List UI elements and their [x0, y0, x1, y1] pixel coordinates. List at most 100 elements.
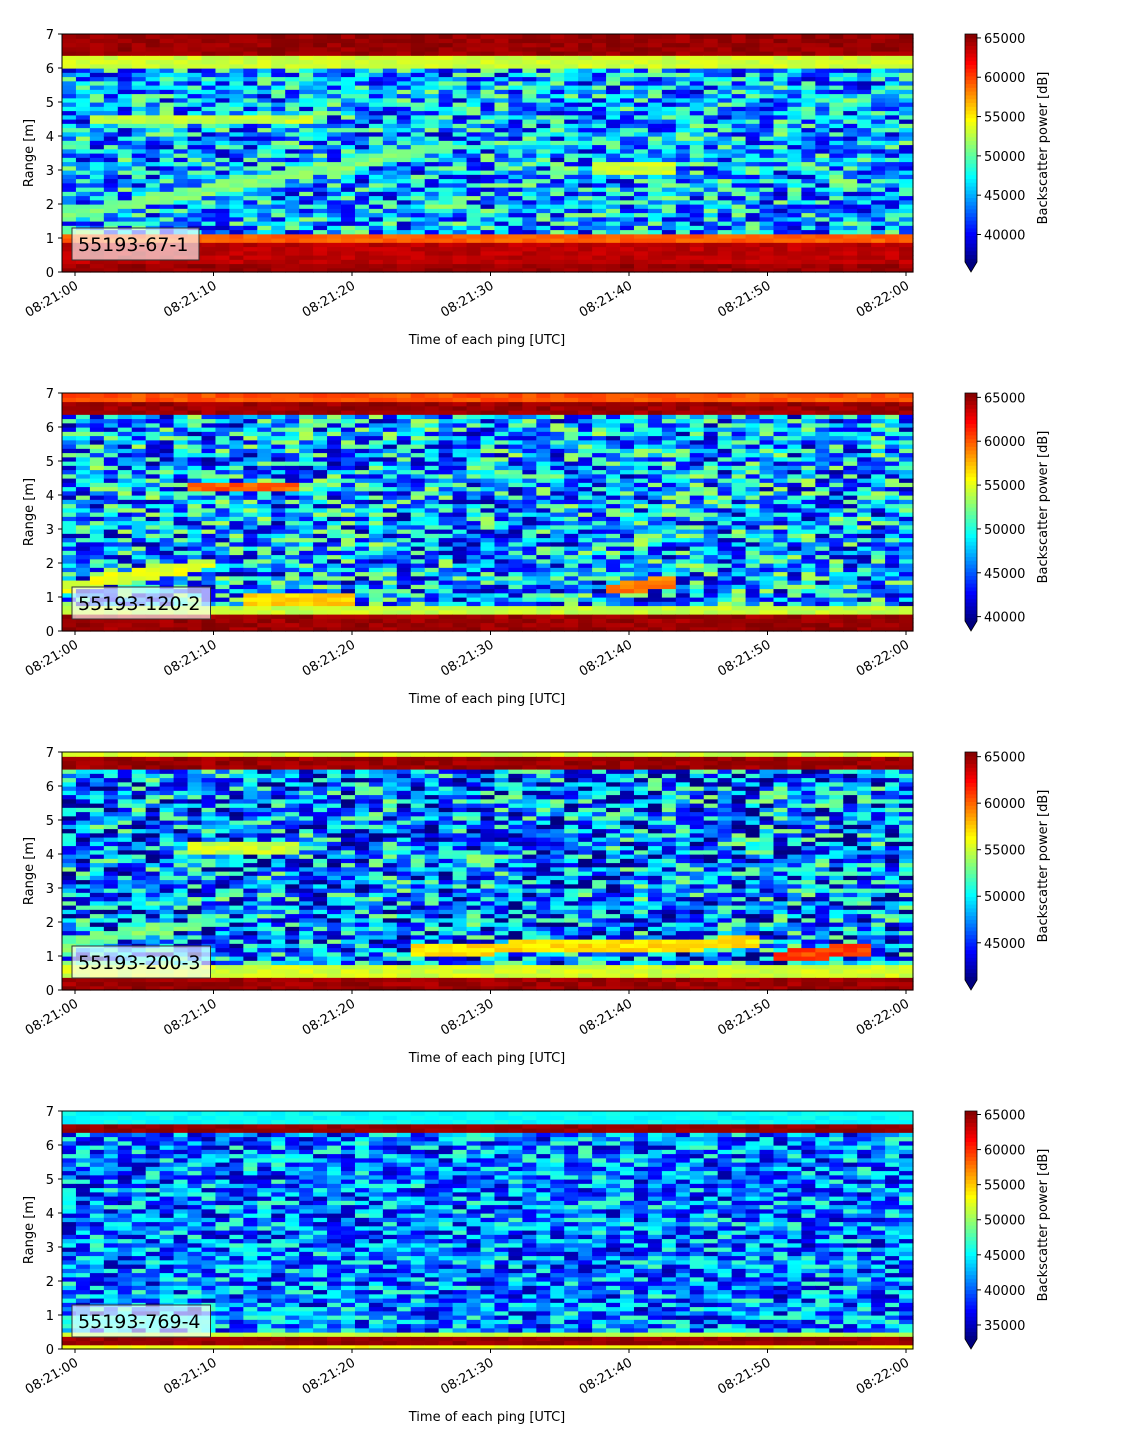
heatmap-cell — [285, 444, 300, 449]
heatmap-cell — [271, 68, 286, 73]
heatmap-cell — [145, 478, 161, 483]
heatmap-cell — [257, 123, 272, 129]
heatmap-cell — [410, 250, 426, 256]
heatmap-cell — [661, 89, 677, 95]
heatmap-cell — [341, 529, 356, 534]
heatmap-cell — [773, 59, 789, 65]
heatmap-cell — [368, 448, 384, 454]
heatmap-cell — [215, 461, 231, 466]
heatmap-cell — [75, 546, 91, 551]
heatmap-cell — [229, 554, 244, 560]
heatmap-cell — [899, 55, 914, 61]
heatmap-cell — [117, 507, 133, 513]
heatmap-cell — [299, 520, 314, 526]
heatmap-cell — [173, 618, 189, 624]
heatmap-cell — [229, 495, 244, 500]
heatmap-cell — [201, 520, 217, 526]
heatmap-cell — [368, 165, 384, 171]
heatmap-cell — [257, 114, 272, 120]
heatmap-cell — [229, 93, 244, 99]
heatmap-cell — [103, 622, 119, 628]
heatmap-cell — [354, 418, 370, 424]
heatmap-cell — [396, 456, 412, 462]
heatmap-cell — [731, 144, 747, 150]
heatmap-cell — [633, 106, 649, 112]
heatmap-cell — [354, 512, 370, 517]
heatmap-cell — [382, 482, 398, 488]
heatmap-cell — [327, 614, 342, 619]
heatmap-cell — [117, 461, 133, 466]
heatmap-cell — [675, 123, 691, 129]
heatmap-cell — [62, 63, 77, 69]
heatmap-cell — [647, 204, 663, 209]
heatmap-cell — [229, 614, 244, 619]
heatmap-cell — [117, 469, 133, 475]
heatmap-cell — [592, 157, 607, 163]
heatmap-cell — [382, 588, 398, 594]
heatmap-cell — [382, 250, 398, 256]
heatmap-cell — [145, 571, 161, 577]
heatmap-cell — [410, 233, 426, 239]
heatmap-cell — [438, 72, 454, 78]
heatmap-cell — [382, 452, 398, 458]
heatmap-cell — [396, 225, 412, 231]
heatmap-cell — [773, 242, 789, 248]
heatmap-cell — [396, 208, 412, 214]
heatmap-cell — [89, 119, 105, 124]
heatmap-cell — [341, 136, 356, 141]
heatmap-cell — [145, 174, 161, 180]
colorbar-segment — [965, 60, 977, 65]
heatmap-cell — [368, 584, 384, 590]
heatmap-cell — [466, 208, 482, 214]
heatmap-cell — [410, 221, 426, 226]
heatmap-cell — [536, 259, 551, 265]
heatmap-cell — [89, 516, 105, 522]
heatmap-cell — [731, 72, 747, 78]
heatmap-cell — [341, 68, 356, 73]
heatmap-cell — [327, 563, 342, 568]
heatmap-cell — [396, 127, 412, 133]
heatmap-cell — [689, 267, 705, 273]
heatmap-cell — [131, 267, 147, 273]
heatmap-cell — [396, 216, 412, 222]
heatmap-cell — [368, 465, 384, 471]
heatmap-cell — [354, 541, 370, 547]
heatmap-cell — [145, 397, 161, 403]
heatmap-cell — [899, 140, 914, 146]
heatmap-cell — [62, 182, 77, 188]
heatmap-cell — [62, 208, 77, 214]
heatmap-cell — [368, 439, 384, 445]
heatmap-cell — [341, 405, 356, 411]
heatmap-cell — [620, 174, 635, 180]
heatmap-cell — [578, 153, 593, 158]
heatmap-cell — [578, 225, 593, 231]
heatmap-cell — [243, 106, 258, 112]
heatmap-cell — [159, 516, 175, 522]
heatmap-cell — [466, 187, 482, 192]
heatmap-cell — [424, 157, 440, 163]
heatmap-cell — [606, 144, 621, 150]
heatmap-cell — [452, 174, 468, 180]
heatmap-cell — [187, 461, 203, 466]
heatmap-cell — [327, 435, 342, 441]
heatmap-cell — [327, 161, 342, 167]
heatmap-cell — [480, 199, 496, 205]
heatmap-cell — [382, 68, 398, 73]
heatmap-cell — [62, 38, 77, 44]
heatmap-cell — [396, 119, 412, 124]
heatmap-cell — [703, 97, 719, 103]
heatmap-cell — [131, 106, 147, 112]
heatmap-cell — [299, 93, 314, 99]
heatmap-cell — [354, 431, 370, 437]
heatmap-cell — [215, 495, 231, 500]
heatmap-cell — [201, 550, 217, 556]
heatmap-cell — [103, 490, 119, 496]
heatmap-cell — [341, 618, 356, 624]
heatmap-cell — [703, 225, 719, 231]
heatmap-cell — [103, 178, 119, 184]
heatmap-cell — [633, 42, 649, 48]
heatmap-cell — [201, 461, 217, 466]
heatmap-cell — [829, 195, 844, 201]
heatmap-cell — [885, 114, 900, 120]
heatmap-cell — [620, 55, 635, 61]
